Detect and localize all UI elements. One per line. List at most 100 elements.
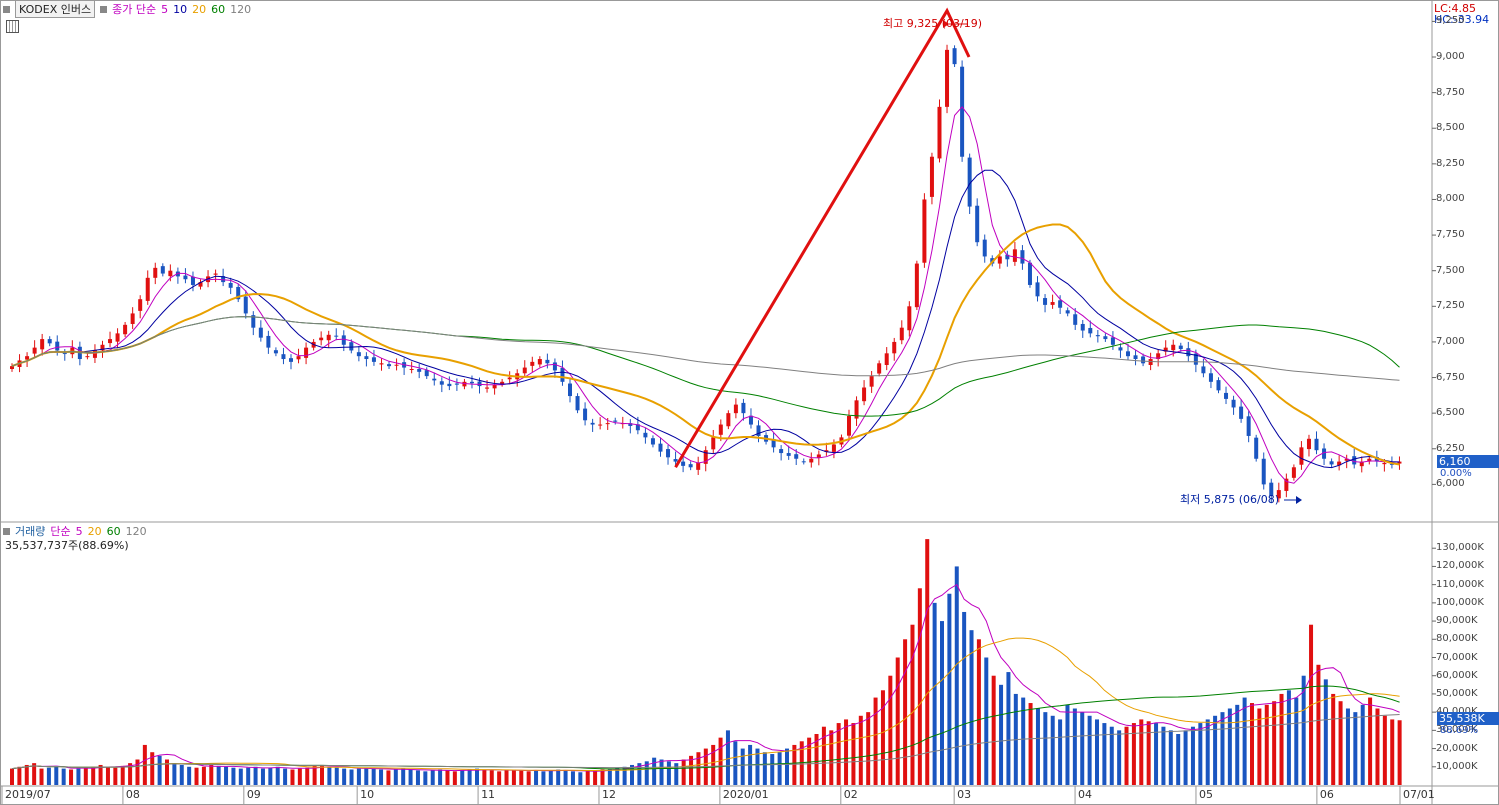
candle-body [899,327,904,341]
volume-bar [917,588,922,785]
candle-body [1359,461,1364,467]
volume-bar [600,769,605,785]
volume-bar [652,757,657,785]
price-tick-label: 7,000 [1436,335,1465,347]
candle-body [748,415,753,425]
candle-body [349,342,354,351]
volume-bar [866,712,871,785]
volume-bar [489,770,494,785]
volume-bar [799,741,804,785]
candle-body [432,378,437,381]
candle-body [341,335,346,345]
volume-bar [858,715,863,785]
ma-period-5: 5 [161,2,169,16]
candle-body [55,341,60,351]
candle-body [877,363,882,374]
volume-tick-label: 130,000K [1436,542,1484,554]
volume-tick-label: 90,000K [1436,615,1478,627]
candle-body [32,347,37,354]
candle-body [696,463,701,470]
candle-body [575,396,580,411]
date-tick-label: 06 [1319,788,1334,801]
candle-body [1239,406,1244,419]
volume-bar [976,639,981,785]
candle-body [1088,327,1093,334]
volume-bar [1323,679,1328,785]
table-view-icon[interactable] [6,20,19,33]
candle-body [703,450,708,464]
candle-body [590,422,595,425]
candle-body [1178,345,1183,350]
candle-body [1035,282,1040,297]
candle-body [1193,353,1198,365]
candle-body [1163,347,1168,352]
volume-bar [910,624,915,785]
candle-body [726,413,731,427]
volume-tick-label: 120,000K [1436,560,1484,572]
volume-tick-label: 20,000K [1436,742,1478,754]
volume-bar [349,769,354,785]
candle-body [711,437,716,450]
candle-body [115,333,120,342]
volume-bar [334,767,339,785]
volume-bar [1035,708,1040,785]
candle-body [123,324,128,335]
volume-bar [475,768,479,785]
date-tick-label: 03 [957,788,972,801]
volume-bar [371,768,376,785]
volume-bar [991,675,996,785]
volume-bar [718,737,723,785]
volume-bar [548,770,553,785]
date-tick-label: 04 [1078,788,1093,801]
volume-bar [297,768,302,785]
candle-body [1314,438,1319,451]
candle-body [1367,458,1372,462]
candle-body [801,461,806,463]
candle-body [1058,300,1063,308]
candle-body [183,275,188,280]
volume-bar [165,759,169,785]
candle-body [1080,323,1085,331]
candle-body [387,364,392,367]
candle-body [975,205,980,243]
candle-body [831,444,836,452]
volume-bar [814,734,819,785]
volume-bar [615,767,620,785]
volume-bar [932,602,937,785]
volume-bar [1006,672,1011,785]
candle-body [40,339,45,350]
volume-bar [290,769,295,785]
candle-body [1284,478,1289,491]
volume-bar [128,763,133,785]
volume-bar [268,767,273,785]
date-tick-label: 11 [481,788,496,801]
volume-bar [1161,726,1166,785]
date-tick-label: 05 [1198,788,1213,801]
volume-bar [91,766,96,785]
volume-bar [755,748,760,785]
candle-body [1050,302,1055,305]
price-tick-label: 6,000 [1436,478,1465,490]
candle-body [1291,467,1296,478]
candle-body [10,366,14,369]
volume-bar [637,763,642,785]
volume-tick-label: 70,000K [1436,651,1478,663]
volume-bar [740,748,745,785]
volume-bar [460,770,465,785]
candle-body [485,387,490,389]
volume-bar [570,771,575,785]
volume-bar [519,770,524,785]
volume-bar [873,697,878,785]
price-tick-label: 8,500 [1436,122,1465,134]
candle-body [108,339,113,344]
candle-body [1216,380,1221,391]
candle-body [213,273,218,275]
volume-bar [327,766,332,785]
candle-body [1005,254,1010,260]
candle-body [1208,373,1213,382]
candle-body [741,402,746,414]
candle-body [952,48,957,65]
volume-tick-label: 50,000K [1436,687,1478,699]
candle-body [552,362,557,371]
